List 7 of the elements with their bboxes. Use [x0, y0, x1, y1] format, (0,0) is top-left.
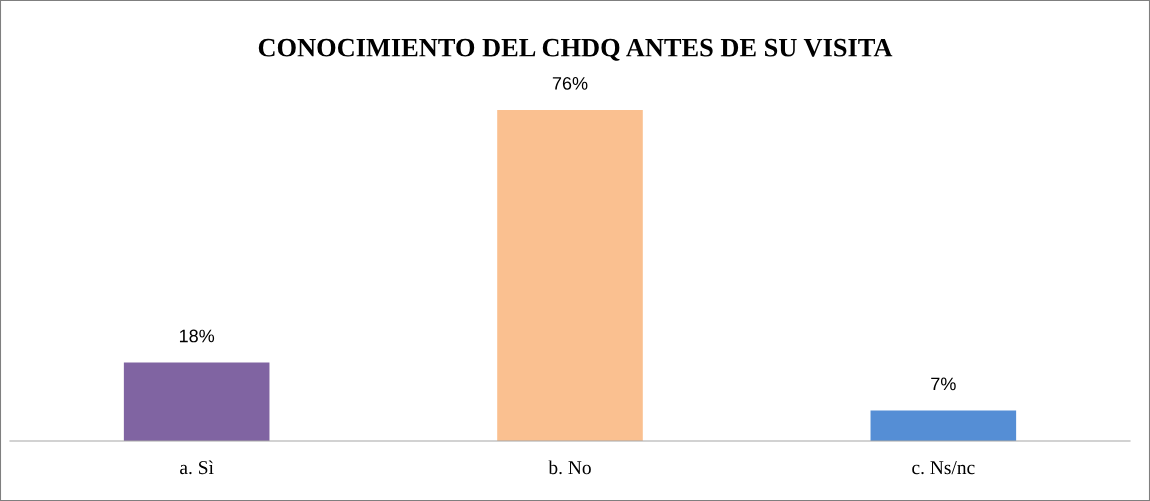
x-tick-label: b. No: [548, 460, 591, 475]
chart-title: CONOCIMIENTO DEL CHDQ ANTES DE SU VISITA: [258, 38, 893, 61]
data-label: 18%: [179, 329, 215, 343]
x-tick-label: c. Ns/nc: [912, 461, 975, 475]
data-label: 7%: [931, 377, 956, 391]
x-tick-label: a. Sì: [180, 460, 214, 475]
data-label: 76%: [552, 76, 588, 90]
